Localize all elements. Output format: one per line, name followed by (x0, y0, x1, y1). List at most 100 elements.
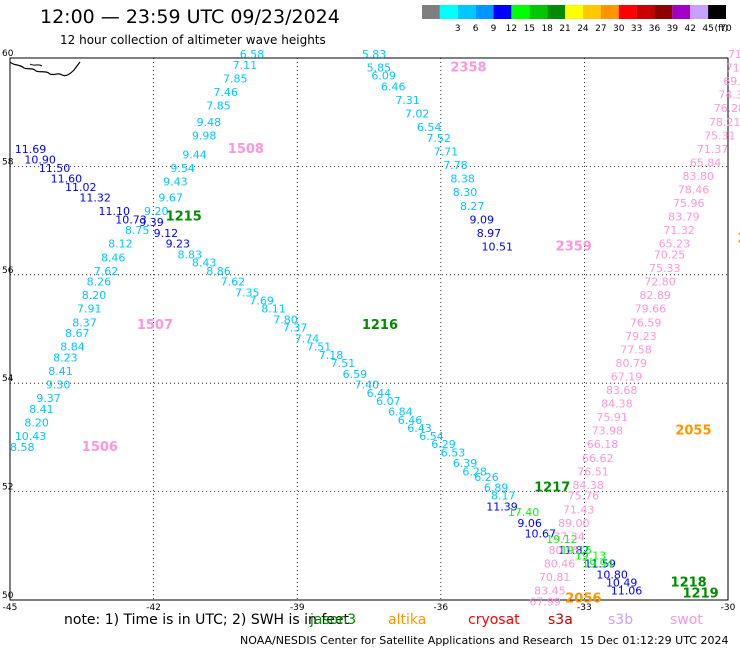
wave-height-point: 7.51 (331, 357, 356, 370)
wave-height-point: 75.96 (673, 197, 705, 210)
wave-height-point: 84.38 (572, 479, 604, 492)
wave-height-point: 71.37 (697, 143, 729, 156)
wave-height-point: 75.31 (704, 129, 736, 142)
pass-time-label: 1507 (137, 318, 173, 333)
satellite-legend-s3a: s3a (548, 612, 573, 628)
wave-height-point: 74.36 (718, 89, 740, 102)
wave-height-point: 8.43 (192, 257, 217, 270)
wave-height-point: 10.43 (15, 430, 47, 443)
wave-height-point: 6.59 (343, 368, 368, 381)
color-scale-swatch (582, 5, 601, 19)
wave-height-point: 8.12 (108, 238, 133, 251)
wave-height-point: 65.84 (690, 156, 722, 169)
wave-height-point: 8.67 (65, 327, 90, 340)
pass-time-label: 1219 (683, 586, 719, 601)
color-scale-label: 9 (491, 24, 497, 34)
footnote: note: 1) Time is in UTC; 2) SWH is in fe… (64, 612, 350, 628)
wave-height-point: 71.41 (728, 48, 740, 61)
color-scale-label: 3 (455, 24, 461, 34)
wave-height-point: 7.71 (434, 146, 459, 159)
color-scale-label: 42 (685, 24, 696, 34)
wave-height-point: 6.53 (441, 446, 466, 459)
wave-height-point: 82.89 (639, 289, 671, 302)
wave-height-point: 6.84 (388, 406, 413, 419)
wave-height-point: 7.46 (213, 86, 238, 99)
pass-time-label: 1508 (228, 142, 264, 157)
wave-height-point: 9.06 (517, 517, 542, 530)
wave-height-point: 65.23 (659, 238, 691, 251)
wave-height-point: 6.46 (398, 414, 423, 427)
wave-height-point: 9.23 (166, 238, 191, 251)
wave-height-point: 6.28 (462, 465, 487, 478)
color-scale-label: 30 (613, 24, 625, 34)
color-scale-label: 24 (577, 24, 589, 34)
wave-height-point: 11.32 (79, 192, 111, 205)
wave-height-point: 79.66 (635, 303, 667, 316)
wave-height-point: 19.94 (582, 557, 614, 570)
color-scale-label: 39 (667, 24, 679, 34)
plot-area: -45 -42 -39 -36 -33 -305052545658608.5810.438… (2, 48, 740, 613)
wave-height-point: 5.85 (367, 62, 392, 75)
satellite-legend-altika: altika (388, 612, 427, 628)
wave-height-point: 78.21 (709, 116, 740, 129)
wave-height-point: 9.98 (192, 129, 217, 142)
color-scale-swatch (654, 5, 673, 19)
wave-height-point: 7.11 (233, 59, 258, 72)
color-scale-label: 33 (631, 24, 642, 34)
color-scale-label: 36 (649, 24, 661, 34)
color-scale-label: 45 (702, 24, 713, 34)
wave-height-point: 67.99 (529, 595, 561, 608)
wave-height-point: 11.10 (99, 205, 131, 218)
color-scale-swatch (439, 5, 458, 19)
pass-time-label: 2358 (450, 61, 486, 76)
y-tick-label: 54 (2, 374, 14, 384)
x-tick-label: -39 (290, 603, 305, 613)
y-tick-label: 56 (2, 266, 14, 276)
wave-height-point: 7.37 (283, 322, 308, 335)
x-tick-label: -33 (577, 603, 592, 613)
color-scale-swatch (511, 5, 530, 19)
color-scale-swatch (547, 5, 566, 19)
wave-height-point: 9.09 (470, 213, 495, 226)
wave-height-point: 19.13 (575, 549, 607, 562)
wave-height-point: 6.26 (474, 471, 499, 484)
pass-time-label: 2054 (738, 231, 740, 246)
satellite-legend-jason3: jason3 (310, 612, 357, 628)
wave-height-point: 6.58 (240, 48, 265, 61)
wave-height-point: 10.67 (525, 528, 557, 541)
y-tick-label: 60 (2, 49, 14, 59)
wave-height-point: 11.59 (584, 557, 616, 570)
wave-height-point: 6.29 (431, 438, 456, 451)
wave-height-point: 7.85 (206, 99, 231, 112)
pass-time-label: 1215 (166, 210, 202, 225)
wave-height-point: 7.91 (77, 303, 102, 316)
wave-height-point: 7.51 (307, 341, 332, 354)
color-scale-swatch (708, 5, 726, 19)
coastline-fragment (9, 61, 81, 77)
wave-height-point: 78.46 (678, 184, 710, 197)
wave-height-point: 8.86 (206, 265, 231, 278)
color-scale-label: 6 (473, 24, 479, 34)
wave-height-point: 76.28 (714, 102, 740, 115)
wave-height-point: 10.73 (115, 213, 147, 226)
pass-time-label: 1216 (362, 318, 398, 333)
color-scale-swatch (690, 5, 709, 19)
wave-height-point: 71.? (726, 62, 740, 75)
wave-height-point: 72.80 (644, 276, 676, 289)
wave-height-point: 76.51 (577, 465, 609, 478)
wave-height-point: 8.17 (491, 490, 516, 503)
wave-height-point: 7.52 (426, 132, 451, 145)
wave-height-point: 8.23 (53, 352, 78, 365)
wave-height-point: 75.91 (596, 411, 628, 424)
pass-time-label: 1218 (671, 575, 707, 590)
wave-height-point: 7.69 (249, 295, 273, 308)
wave-height-point: 70.81 (539, 571, 571, 584)
wave-height-point: 11.39 (486, 501, 517, 514)
wave-height-point: 9.30 (46, 379, 71, 392)
satellite-legend-cryosat: cryosat (468, 612, 520, 628)
pass-time-label: 1506 (82, 440, 118, 455)
wave-height-point: 7.35 (235, 286, 260, 299)
pass-time-label: 1217 (534, 481, 570, 496)
wave-height-point: 9.12 (154, 227, 179, 240)
wave-height-point: 8.20 (82, 289, 107, 302)
